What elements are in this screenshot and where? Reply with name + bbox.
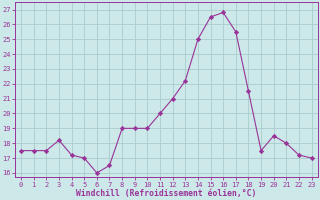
X-axis label: Windchill (Refroidissement éolien,°C): Windchill (Refroidissement éolien,°C) (76, 189, 257, 198)
